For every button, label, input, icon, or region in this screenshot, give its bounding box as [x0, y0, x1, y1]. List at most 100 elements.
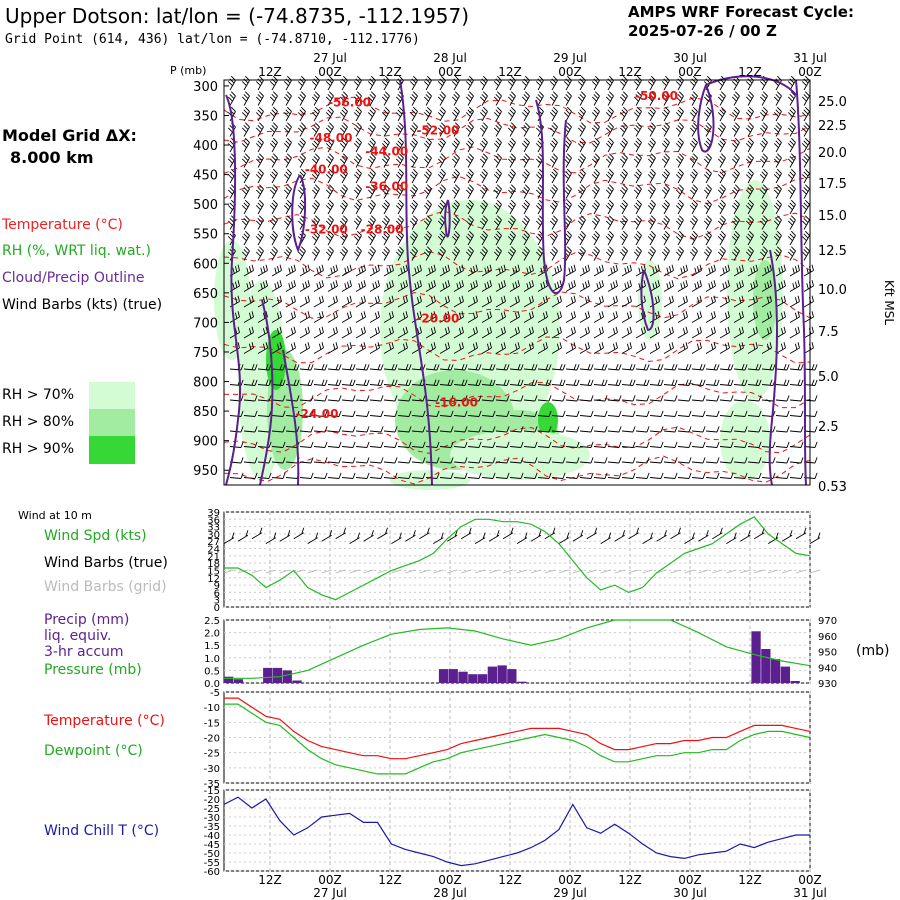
wind-barb	[773, 246, 782, 261]
wind-barb	[563, 230, 572, 246]
wind-barb	[437, 199, 446, 215]
wind-barb	[635, 363, 650, 371]
wind-barb	[689, 184, 698, 199]
wind-panel-tick-label: 39	[207, 508, 220, 519]
wind-barb	[649, 395, 664, 402]
wind-barb	[563, 137, 572, 153]
temperature-contour-4	[223, 210, 811, 240]
main-panel-frame	[223, 79, 811, 486]
wind-barb	[507, 122, 516, 137]
wind-barb	[439, 311, 450, 323]
wind-barb	[787, 137, 796, 153]
wind-barb	[367, 122, 376, 137]
precip-bar	[477, 674, 488, 683]
temperature-contour-label: -20.00	[416, 311, 459, 325]
wind-barb	[381, 246, 390, 261]
wind-barb	[425, 326, 436, 339]
wind-barb	[397, 441, 412, 448]
legend-rh90-swatch	[89, 436, 135, 464]
wind-barb	[465, 246, 474, 261]
wind-barb	[775, 295, 786, 308]
windchill-panel-frame	[223, 789, 811, 872]
wind-barb	[311, 91, 320, 106]
top-hour-label: 12Z	[618, 65, 642, 79]
wind-barb	[633, 168, 642, 184]
temperature-contour-1	[223, 116, 811, 144]
wind-barb	[339, 153, 348, 168]
wind-barb	[353, 246, 362, 261]
wind-barb	[313, 426, 328, 433]
wind-barb	[493, 246, 502, 261]
wind-barb	[773, 184, 782, 199]
pressure-tick-label: 950	[193, 464, 218, 479]
wind-barb	[423, 91, 432, 106]
wind-barb	[509, 457, 524, 464]
wind-barb	[439, 326, 450, 339]
wind-barb	[325, 106, 334, 122]
wind-barb	[255, 91, 264, 106]
cloud-outline-1	[291, 174, 307, 253]
wind-barb	[605, 168, 614, 184]
wind-barb	[551, 280, 562, 292]
wind-barb	[243, 342, 254, 354]
wind-barb	[579, 363, 594, 371]
wind-barb	[453, 379, 468, 386]
wind-barb	[451, 153, 460, 168]
wind-barb	[621, 311, 632, 323]
wind-barb	[593, 426, 608, 433]
wind-barb	[733, 342, 744, 354]
wind-barb	[577, 122, 586, 137]
wind-barb	[257, 379, 272, 386]
wind-barb	[621, 326, 632, 339]
wind-barb	[689, 168, 698, 184]
wind-barb	[607, 280, 618, 292]
wind-barb	[341, 311, 352, 323]
wind-barb	[369, 395, 384, 402]
wind-barb	[565, 472, 580, 479]
wind-barb	[241, 199, 250, 215]
wind-barb	[745, 246, 754, 261]
wind-barb	[481, 311, 492, 323]
wind-barb	[409, 168, 418, 184]
wind-barb	[619, 122, 628, 137]
wind-barb	[661, 199, 670, 215]
wind-barb	[229, 426, 244, 433]
wind-barb	[663, 264, 674, 277]
temperature-contour-8	[223, 381, 811, 409]
wind-barb	[271, 426, 286, 433]
cloud-outline-7	[640, 269, 655, 332]
bottom-hour-label: 12Z	[258, 873, 282, 887]
wind-barb	[619, 91, 628, 106]
wind-barb	[481, 379, 496, 386]
wind-barb	[311, 153, 320, 168]
wind-barb	[297, 75, 306, 91]
wind-barb	[269, 75, 278, 91]
wind-barb	[789, 457, 804, 464]
wind-barb	[689, 91, 698, 106]
wind-barb	[285, 280, 296, 292]
precip-bar	[263, 667, 273, 683]
wind-barb	[691, 311, 702, 323]
wind-barb	[661, 215, 670, 230]
wind-barb	[423, 122, 432, 137]
wind-barb	[437, 168, 446, 184]
wind-barb	[675, 215, 684, 230]
temperature-contour-label: -40.00	[305, 162, 348, 176]
wind-barb	[383, 264, 394, 277]
wind-barb	[551, 441, 566, 448]
wind-barb	[649, 379, 664, 386]
wind-barb	[341, 395, 356, 402]
wind-barb	[255, 246, 264, 261]
surface-wind-barb	[684, 532, 695, 545]
wind-barb	[773, 91, 782, 106]
wind-barb	[537, 410, 552, 417]
temperature-contour-label: -24.00	[296, 407, 339, 421]
wind-barb	[313, 311, 324, 323]
wind-barb	[495, 311, 506, 323]
wind-barb	[327, 342, 338, 354]
wind-panel-tick-label: 3	[214, 596, 220, 607]
wind-barb	[663, 410, 678, 417]
wind-barb	[395, 230, 404, 246]
wind-barb	[761, 311, 772, 323]
wind-barb	[537, 379, 552, 386]
